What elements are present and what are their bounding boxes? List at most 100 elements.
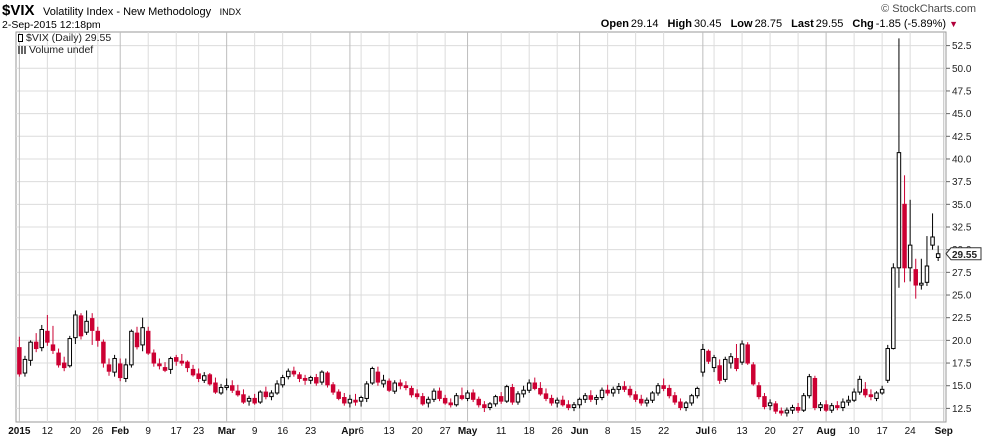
candle-body xyxy=(706,350,711,362)
candle xyxy=(762,392,767,410)
candle xyxy=(840,398,846,412)
candle-body xyxy=(291,370,297,375)
candle xyxy=(420,392,425,406)
x-tick-label: 26 xyxy=(552,426,564,437)
exchange: INDX xyxy=(219,7,242,17)
candle xyxy=(56,348,61,368)
candle-body xyxy=(498,396,504,402)
candle xyxy=(179,353,185,366)
candle xyxy=(106,358,112,376)
chart-datetime: 2-Sep-2015 12:18pm xyxy=(2,19,101,31)
candle xyxy=(409,385,414,398)
low-value: 28.75 xyxy=(754,18,783,30)
candle-body xyxy=(325,372,330,386)
candle-body xyxy=(409,387,414,396)
candle-body xyxy=(403,385,409,389)
x-tick-label: 9 xyxy=(145,426,151,437)
candle xyxy=(302,374,308,385)
candle-body xyxy=(258,391,263,403)
x-tick-label: 17 xyxy=(877,426,889,437)
candle xyxy=(683,401,689,412)
candle xyxy=(448,398,453,408)
x-tick-label: 17 xyxy=(171,426,183,437)
candle-body xyxy=(734,358,739,369)
candle xyxy=(235,384,241,397)
candle-body xyxy=(336,391,341,399)
x-tick-label: 6 xyxy=(711,426,717,437)
x-tick-label: 9 xyxy=(252,426,258,437)
candle-body xyxy=(358,397,364,402)
candle xyxy=(672,392,678,405)
candle xyxy=(807,373,812,399)
candle xyxy=(829,402,834,413)
candle xyxy=(314,373,319,386)
candle-body xyxy=(678,401,683,408)
candle xyxy=(297,372,302,383)
y-tick-label: 45.0 xyxy=(952,109,972,120)
candle xyxy=(857,375,862,395)
candle xyxy=(891,263,896,350)
candle-body xyxy=(476,398,481,406)
candle xyxy=(39,324,45,352)
candle xyxy=(196,368,201,383)
candle xyxy=(526,379,532,393)
x-tick-label: May xyxy=(458,426,478,437)
candle xyxy=(521,385,526,398)
chg-label: Chg xyxy=(852,18,874,30)
candle-body xyxy=(891,267,896,350)
candle-body xyxy=(319,371,325,383)
candle-body xyxy=(370,367,375,384)
candle xyxy=(274,380,280,395)
candle-body xyxy=(145,330,151,354)
candle-body xyxy=(274,383,280,394)
candle-body xyxy=(571,404,577,408)
candle-body xyxy=(717,365,722,381)
candle xyxy=(157,358,162,370)
candle-body xyxy=(224,385,229,389)
y-tick-label: 22.5 xyxy=(952,313,972,324)
x-tick-label: Apr xyxy=(341,426,358,437)
candle-body xyxy=(779,410,784,414)
candle-body xyxy=(28,341,33,361)
last-price-badge: 29.55 xyxy=(945,247,982,261)
candle xyxy=(650,391,655,403)
candle xyxy=(610,386,616,397)
candle-body xyxy=(650,392,655,401)
candle xyxy=(168,356,173,374)
candle xyxy=(549,394,554,406)
candle xyxy=(510,383,515,405)
candle xyxy=(863,382,868,398)
y-tick-label: 40.0 xyxy=(952,154,972,165)
candle-body xyxy=(594,397,599,400)
candle-body xyxy=(672,395,678,403)
candle xyxy=(78,313,84,340)
candle xyxy=(414,389,420,400)
candle-body xyxy=(95,330,101,341)
candle xyxy=(162,362,168,373)
x-tick-label: 8 xyxy=(605,426,611,437)
candle-body xyxy=(392,382,397,392)
candle xyxy=(50,325,56,354)
candle-body xyxy=(89,318,95,331)
brand-link[interactable]: © StockCharts.com xyxy=(881,3,976,15)
x-tick-label: 13 xyxy=(384,426,396,437)
candle-body xyxy=(638,398,644,404)
candle xyxy=(61,356,67,372)
candle xyxy=(885,344,890,383)
candle-body xyxy=(140,327,145,346)
y-tick-label: 12.5 xyxy=(952,404,972,415)
candle xyxy=(470,389,476,403)
candle-body xyxy=(868,394,874,398)
candle-body xyxy=(185,361,190,369)
candle-body xyxy=(790,406,795,411)
candle xyxy=(723,356,728,383)
candle-body xyxy=(745,344,750,364)
legend-price-label: $VIX (Daily) 29.55 xyxy=(26,32,112,44)
x-tick-label: Sep xyxy=(935,426,953,437)
candle xyxy=(599,387,605,401)
candle-body xyxy=(818,404,823,408)
candle xyxy=(678,398,683,411)
candle-body xyxy=(61,362,67,369)
candle xyxy=(117,358,123,382)
